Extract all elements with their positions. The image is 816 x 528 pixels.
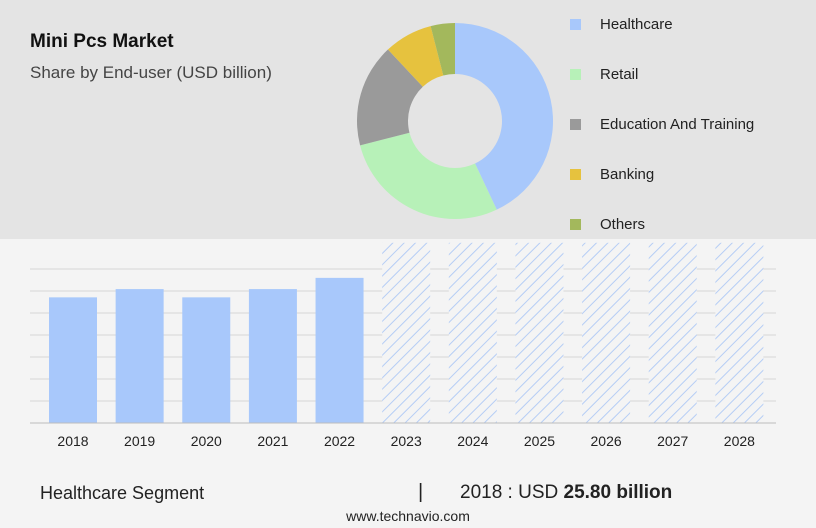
- x-tick-label: 2026: [591, 433, 622, 449]
- donut-slice-retail: [360, 132, 497, 219]
- donut-slice-banking: [387, 26, 444, 87]
- page-title: Mini Pcs Market: [30, 31, 174, 52]
- legend-label: Banking: [600, 165, 655, 183]
- legend-swatch: [570, 168, 581, 180]
- legend-label: Healthcare: [600, 15, 673, 33]
- legend: Healthcare Retail Education And Training Ba…: [570, 0, 810, 239]
- footer-amount: 25.80 billion: [563, 482, 673, 503]
- page-subtitle: Share by End-user (USD billion): [30, 63, 272, 82]
- legend-swatch: [570, 68, 581, 80]
- donut-slice-healthcare: [455, 23, 553, 210]
- forecast-bar: [648, 242, 697, 423]
- x-tick-label: 2025: [524, 433, 555, 449]
- footer-segment-label: Healthcare Segment: [40, 483, 205, 503]
- x-tick-label: 2018: [57, 433, 88, 449]
- x-tick-label: 2023: [391, 433, 422, 449]
- bar-chart: 2018 2019 2020 2021 2022 2023 2024 2025 2026 2027…: [30, 242, 776, 449]
- x-tick-label: 2019: [124, 433, 155, 449]
- forecast-bar: [515, 242, 564, 423]
- bar: [115, 289, 164, 423]
- legend-swatch: [570, 18, 581, 30]
- legend-swatch: [570, 118, 581, 130]
- legend-label: Others: [600, 215, 646, 233]
- x-tick-label: 2028: [724, 433, 755, 449]
- forecast-bar: [382, 242, 431, 423]
- legend-item: Others: [570, 214, 645, 234]
- forecast-bar: [715, 242, 764, 423]
- bar: [182, 297, 231, 423]
- x-tick-label: 2027: [657, 433, 688, 449]
- x-tick-label: 2022: [324, 433, 355, 449]
- donut-slice-education-and-training: [357, 49, 423, 146]
- footer-year-label: 2018 : USD: [460, 482, 559, 503]
- source-text: www.technavio.com: [346, 508, 470, 524]
- x-tick-label: 2021: [257, 433, 288, 449]
- bar: [248, 289, 297, 423]
- legend-item: Retail: [570, 64, 638, 84]
- legend-item: Banking: [570, 164, 654, 184]
- bar: [49, 297, 97, 423]
- legend-item: Healthcare: [570, 14, 673, 34]
- donut-slice-others: [430, 23, 455, 76]
- footer-separator: |: [418, 481, 424, 503]
- x-tick-label: 2020: [191, 433, 222, 449]
- forecast-bar: [448, 242, 497, 423]
- x-tick-label: 2024: [457, 433, 488, 449]
- footer-value: 2018 : USD 25.80 billion: [460, 482, 672, 504]
- legend-item: Education And Training: [570, 114, 754, 134]
- legend-label: Retail: [600, 65, 639, 83]
- donut-chart: [357, 23, 553, 219]
- forecast-bar: [582, 242, 631, 423]
- bar: [315, 277, 364, 423]
- legend-label: Education And Training: [600, 115, 755, 133]
- legend-swatch: [570, 218, 581, 230]
